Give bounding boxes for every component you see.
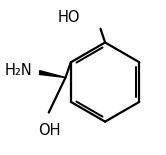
- Text: OH: OH: [38, 122, 61, 137]
- Polygon shape: [40, 71, 66, 78]
- Text: HO: HO: [57, 10, 80, 25]
- Text: H₂N: H₂N: [5, 63, 33, 78]
